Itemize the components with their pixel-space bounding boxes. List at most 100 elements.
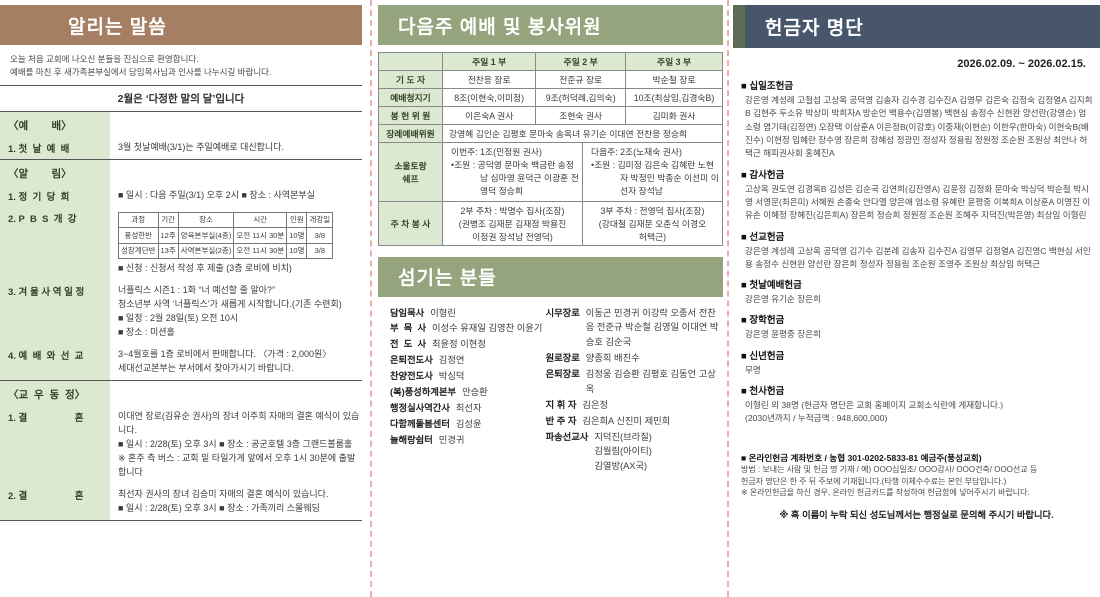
offering-header: 헌금자 명단 [733, 5, 1100, 48]
notice-heading: 〈알 림〉 [0, 159, 110, 185]
worship-item-1: 1. 첫 날 예 배 3월 첫날예배(3/1)는 주일예배로 대신합니다. [0, 136, 362, 159]
offering-section-angel: ■ 천사헌금 이형린 외 38명 (헌금자 명단은 교회 홈페이지 교회소식란에… [741, 386, 1004, 424]
row-prayer: 기 도 자 전찬응 장로 전준규 장로 박순철 장로 [378, 70, 723, 89]
notice-item-4-text: 3~4월호를 1층 로비에서 판매합니다. 〈가격 : 2,000원〉 세대선교… [118, 349, 332, 373]
notice-item-2: 2. P B S 개 강 과정 기간 장소 시간 인원 개강일 [0, 206, 362, 281]
chef-week-current-title: 이번주: 1조(민정원 권사) [451, 147, 542, 157]
chef-week-next: 다음주: 2조(노재숙 권사) •조원 : 김미정 김은숙 김혜란 노현자 박정… [581, 142, 724, 202]
online-offering-account: ■ 온라인헌금 계좌번호 / 농협 301-0202-5833-81 예금주(풍… [741, 452, 982, 463]
notice-item-1-label: 1. 정 기 당 회 [0, 184, 110, 207]
servant-item: 담임목사 이형린 [390, 307, 456, 318]
family-news-heading: 〈교 우 동 정〉 [0, 380, 110, 406]
servant-item: 찬양전도사 박싱덕 [390, 371, 465, 382]
section-family-news: 〈교 우 동 정〉 1. 결 혼 이대연 장로(김유순 권사)의 장녀 이주희 … [0, 380, 362, 521]
welcome-line-2: 예배를 마친 후 새가족본부실에서 담임목사님과 인사를 나누시길 바랍니다. [10, 66, 272, 77]
servant-item: 행정실사역간사 최선자 [390, 402, 482, 413]
fold-line-left [370, 0, 372, 597]
month-banner: 2월은 ‘다정한 말의 달’입니다 [0, 86, 362, 112]
funeral-members: 강영혜 김인순 김평호 문마숙 송옥녀 유기순 이대연 전찬응 정승희 [442, 124, 723, 143]
offering-section-tithe: ■ 십일조헌금 강은영 계성례 고철섭 고상옥 공덕영 김송자 김수경 김수진A… [741, 81, 1093, 159]
offering-panel: 헌금자 명단 2026.02.09. ~ 2026.02.15. ■ 십일조헌금… [733, 5, 1100, 521]
servant-item: 늘해랑쉼터 민경귀 [390, 434, 465, 445]
servant-item: 전 도 사 최윤정 이현정 [390, 339, 486, 350]
family-news-item-1: 1. 결 혼 이대연 장로(김유순 권사)의 장녀 이주희 자매의 결혼 예식이… [0, 405, 362, 484]
servant-item: 부 목 사 이성수 유재일 김영찬 이윤기 [390, 323, 543, 334]
notice-item-3-label: 3. 겨 울 사 역 일 정 [0, 280, 110, 345]
worship-item-1-text: 3월 첫날예배(3/1)는 주일예배로 대신합니다. [118, 141, 284, 152]
family-news-item-2-label: 2. 결 혼 [0, 483, 110, 520]
servant-item: 반 주 자 김은희A 신진미 제민희 [545, 415, 671, 426]
chef-label: 소울토랑 쉐프 [378, 142, 443, 202]
online-offering-note-1: 헌금자 명단은 한 주 뒤 주보에 기재됩니다.(타행 이체수수료는 본인 부담… [741, 476, 1007, 486]
offering-date-range: 2026.02.09. ~ 2026.02.15. [957, 58, 1086, 70]
family-news-item-1-label: 1. 결 혼 [0, 405, 110, 484]
online-offering-method: 방법 : 보내는 사람 및 헌금 명 기재 / 예) OOO십일조/ OOO감사… [741, 465, 1038, 475]
omission-notice: ※ 혹 이름이 누락 되신 성도님께서는 행정실로 문의해 주시기 바랍니다. [779, 509, 1054, 520]
servant-item: 다함께돌봄센터 김성윤 [390, 418, 482, 429]
notice-item-2-label: 2. P B S 개 강 [0, 206, 110, 281]
section-notice: 〈알 림〉 1. 정 기 당 회 ■ 일시 : 다음 주일(3/1) 오후 2시… [0, 159, 362, 381]
servants-column-left: 담임목사 이형린 부 목 사 이성수 유재일 김영찬 이윤기 전 도 사 최윤정 이현… [390, 306, 546, 476]
next-week-panel: 다음주 예배 및 봉사위원 주일 1 부 주일 2 부 주일 3 부 기 도 자… [378, 5, 724, 476]
worship-heading: 〈예 배〉 [0, 111, 110, 137]
row-parking: 주 차 봉 사 2부 주차 : 박명수 집사(조장) (권병조 김재문 김재정 … [378, 200, 724, 246]
offering-section-newyear: ■ 신년헌금 무명 [741, 350, 785, 375]
servant-item: (복)풍성하계본부 안승환 [390, 386, 488, 397]
chef-week-current: 이번주: 1조(민정원 권사) •조원 : 공덕영 문마숙 백금란 송정남 심마… [442, 142, 583, 202]
servants-column-right: 시무장로 이동곤 민경귀 이강락 오종서 전찬응 전준규 박순철 김영일 이대연 … [546, 306, 721, 476]
servant-item: 파송선교사 지덕진(브라질) 김월림(아이티) 김열방(AX국) [545, 431, 652, 472]
row-offering-committee: 봉 헌 위 원 이은숙A 권사 조현숙 권사 김미화 권사 [378, 106, 723, 125]
volunteer-table: 주일 1 부 주일 2 부 주일 3 부 기 도 자 전찬응 장로 전준규 장로… [378, 52, 724, 246]
notice-item-4-label: 4. 예 배 와 선 교 [0, 344, 110, 380]
servant-item: 시무장로 이동곤 민경귀 이강락 오종서 전찬응 전준규 박순철 김영일 이대연 … [545, 307, 719, 348]
online-offering-note-2: ※ 온라인헌금을 하신 경우, 온라인 헌금카드를 작성하여 헌금함에 넣어주시… [741, 488, 1030, 498]
pbs-row-1: 풍성한반 12주 양육본부실(4층) 오전 11시 30분 10명 3/8 [118, 227, 334, 244]
next-week-title: 다음주 예배 및 봉사위원 [378, 5, 723, 45]
offering-title: 헌금자 명단 [745, 5, 1100, 48]
welcome-intro: 오늘 처음 교회에 나오신 분들을 진심으로 환영합니다. 예배를 마친 후 새… [0, 45, 362, 86]
pbs-header-row: 과정 기간 장소 시간 인원 개강일 [118, 211, 334, 229]
servant-item: 은퇴장로 김정웅 김승환 김평호 김동언 고상옥 [545, 369, 716, 394]
offering-section-firstday: ■ 첫날예배헌금 강은영 유기순 장은희 [741, 280, 821, 305]
pbs-course-table: 과정 기간 장소 시간 인원 개강일 풍성한반 12주 [118, 211, 334, 260]
worship-item-1-label: 1. 첫 날 예 배 [0, 136, 110, 159]
chef-week-next-title: 다음주: 2조(노재숙 권사) [590, 147, 682, 157]
online-offering-info: ■ 온라인헌금 계좌번호 / 농협 301-0202-5833-81 예금주(풍… [733, 452, 1100, 499]
notice-item-4: 4. 예 배 와 선 교 3~4월호를 1층 로비에서 판매합니다. 〈가격 :… [0, 344, 362, 380]
volunteer-header-row: 주일 1 부 주일 2 부 주일 3 부 [378, 52, 723, 71]
servants-title: 섬기는 분들 [378, 256, 723, 297]
offering-section-scholarship: ■ 장학헌금 강은영 윤평중 장은희 [741, 315, 821, 340]
notice-item-1: 1. 정 기 당 회 ■ 일시 : 다음 주일(3/1) 오후 2시 ■ 장소 … [0, 184, 362, 207]
header-accent-strip [733, 5, 745, 48]
servant-item: 은퇴전도사 김정연 [390, 355, 465, 366]
parking-team-2: 2부 주차 : 박명수 집사(조장) (권병조 김재문 김재정 박용진 이정권 … [442, 200, 583, 246]
family-news-heading-row: 〈교 우 동 정〉 [0, 380, 362, 406]
row-chef: 소울토랑 쉐프 이번주: 1조(민정원 권사) •조원 : 공덕영 문마숙 백금… [378, 142, 724, 202]
family-news-item-2-text: 최선자 권사의 장녀 김승미 자매의 결혼 예식이 있습니다. ■ 일시 : 2… [118, 488, 329, 513]
welcome-line-1: 오늘 처음 교회에 나오신 분들을 진심으로 환영합니다. [10, 54, 199, 64]
offering-section-mission: ■ 선교헌금 강은영 계성례 고상옥 공덕영 김기수 김분례 김송자 김수진A … [741, 231, 1091, 269]
family-news-item-2: 2. 결 혼 최선자 권사의 장녀 김승미 자매의 결혼 예식이 있습니다. ■… [0, 483, 362, 520]
worship-heading-row: 〈예 배〉 [0, 111, 362, 137]
row-steward: 예배청지기 8조(이현숙,이미정) 9조(허덕례,김의숙) 10조(최상임,김경… [378, 88, 723, 107]
pbs-note: ■ 신청 : 신청서 작성 후 제출 (3층 로비에 비치) [118, 263, 292, 274]
fold-line-right [727, 0, 729, 597]
notice-item-3: 3. 겨 울 사 역 일 정 너플릭스 시즌1 : 1화 “너 예선할 줄 알아… [0, 280, 362, 345]
announcements-title: 알리는 말씀 [0, 5, 362, 45]
notice-item-1-text: ■ 일시 : 다음 주일(3/1) 오후 2시 ■ 장소 : 사역본부실 [118, 189, 315, 200]
servants-list: 담임목사 이형린 부 목 사 이성수 유재일 김영찬 이윤기 전 도 사 최윤정 이현… [378, 297, 723, 476]
servant-item: 지 휘 자 김은정 [545, 399, 609, 410]
row-funeral-committee: 장례예배위원 강영혜 김인순 김평호 문마숙 송옥녀 유기순 이대연 전찬응 정… [378, 124, 723, 143]
chef-week-next-members: •조원 : 김미정 김은숙 김혜란 노현자 박정민 박종순 이선미 이선자 장석… [590, 160, 719, 197]
notice-item-3-text: 너플릭스 시즌1 : 1화 “너 예선할 줄 알아?” 청소년부 사역 ‘너플릭… [118, 285, 342, 338]
announcements-panel: 알리는 말씀 오늘 처음 교회에 나오신 분들을 진심으로 환영합니다. 예배를… [0, 5, 362, 521]
offering-section-thanks: ■ 감사헌금 고상옥 권도연 김경옥B 김성은 김순국 김연희(김잔영A) 김윤… [741, 169, 1091, 221]
family-news-item-1-text: 이대연 장로(김유순 권사)의 장녀 이주희 자매의 결혼 예식이 있습니다. … [118, 410, 360, 477]
notice-heading-row: 〈알 림〉 [0, 159, 362, 185]
section-worship: 〈예 배〉 1. 첫 날 예 배 3월 첫날예배(3/1)는 주일예배로 대신합… [0, 111, 362, 160]
pbs-row-2: 성장계단반 13주 사역본부실(2층) 오전 11시 30분 10명 3/8 [118, 242, 334, 260]
chef-week-current-members: •조원 : 공덕영 문마숙 백금란 송정남 심마영 윤덕근 이광훈 전영덕 정승… [451, 160, 579, 197]
parking-team-3: 3부 주차 : 전영덕 집사(조장) (강대철 김재문 오춘식 이경오 허택근) [581, 200, 724, 246]
servant-item: 원로장로 양종희 배진수 [545, 353, 640, 364]
